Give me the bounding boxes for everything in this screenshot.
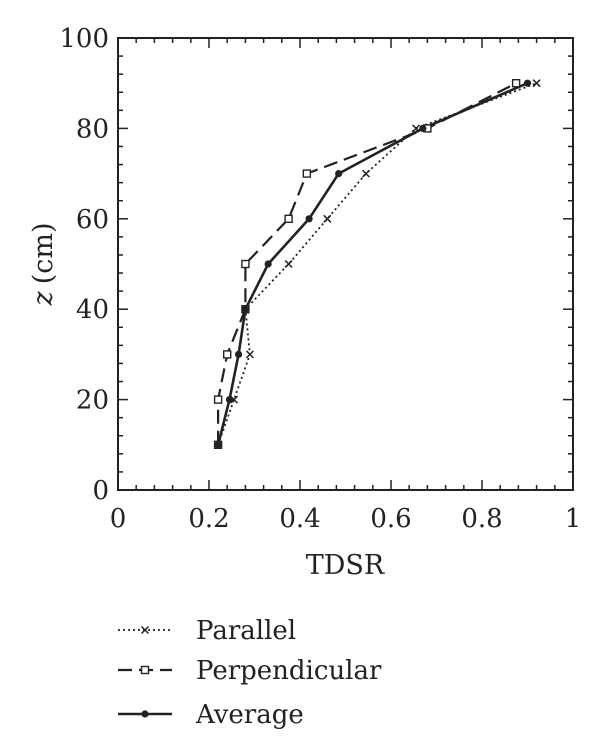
data-point-average: [214, 441, 222, 449]
y-tick-label: 40: [76, 295, 109, 325]
series-markers: [213, 78, 541, 449]
data-point-perpendicular: [213, 395, 223, 404]
data-point-average: [225, 396, 234, 404]
data-point-average: [419, 124, 427, 132]
data-point-parallel: [361, 169, 371, 178]
x-axis-title: TDSR: [306, 550, 385, 581]
data-point-perpendicular: [302, 169, 312, 178]
x-tick-label: 0.4: [279, 504, 320, 534]
data-point-parallel: [532, 79, 541, 88]
y-axis-unit: (cm): [28, 222, 59, 284]
x-tick-label: 0.2: [188, 504, 229, 534]
marker-stroke: [284, 259, 293, 269]
x-tick-label: 1: [565, 504, 582, 534]
y-tick-labels: 0 20 40 60 80 100: [59, 24, 109, 506]
marker-stroke: [323, 214, 332, 223]
axis-ticks: [117, 37, 574, 491]
legend-label-parallel: Parallel: [196, 616, 296, 646]
legend-label-perpendicular: Perpendicular: [196, 656, 382, 686]
data-point-perpendicular: [511, 78, 521, 88]
marker-stroke: [245, 350, 254, 359]
legend: Parallel Perpendicular Average: [118, 616, 382, 730]
data-point-parallel: [411, 124, 421, 133]
legend-label-average: Average: [195, 700, 304, 730]
data-point-average: [264, 260, 272, 268]
marker-stroke: [532, 79, 541, 88]
y-tick-label: 100: [59, 24, 109, 54]
y-axis-variable: z: [28, 291, 59, 307]
x-tick-label: 0.6: [370, 504, 411, 534]
data-point-parallel: [323, 214, 332, 223]
x-tick-label: 0: [110, 504, 127, 534]
marker-stroke: [140, 625, 150, 635]
x-tick-label: 0.8: [461, 504, 502, 534]
plot-frame: [117, 37, 574, 491]
y-axis-title: z (cm): [28, 222, 59, 306]
data-point-average: [234, 350, 243, 358]
y-tick-label: 0: [92, 476, 109, 506]
data-point-average: [305, 215, 313, 223]
marker-stroke: [411, 124, 421, 133]
legend-marker-average: [141, 710, 149, 718]
y-tick-label: 80: [76, 114, 109, 144]
data-point-average: [241, 305, 249, 313]
series-line-average: [216, 82, 529, 446]
series-line-perpendicular: [217, 82, 517, 445]
data-point-perpendicular: [241, 259, 250, 269]
marker-stroke: [361, 169, 371, 178]
data-point-parallel: [284, 259, 293, 269]
data-point-parallel: [245, 350, 254, 359]
data-point-perpendicular: [284, 214, 293, 224]
legend-marker-parallel: [140, 625, 150, 635]
data-point-perpendicular: [222, 350, 232, 359]
legend-marker-perpendicular: [140, 665, 150, 675]
y-tick-label: 20: [76, 386, 109, 416]
data-point-average: [523, 79, 532, 87]
data-point-average: [335, 170, 343, 178]
y-tick-label: 60: [76, 205, 109, 235]
x-tick-labels: 0 0.2 0.4 0.6 0.8 1: [110, 504, 582, 534]
